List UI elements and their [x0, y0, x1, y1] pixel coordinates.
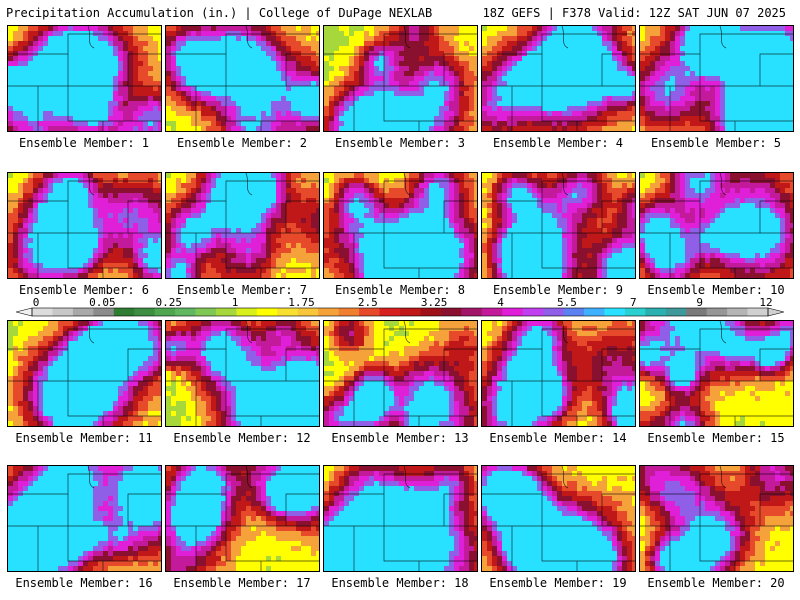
colorbar-swatch: [338, 308, 360, 316]
colorbar-swatch: [584, 308, 605, 316]
page-title: Precipitation Accumulation (in.) | Colle…: [6, 6, 433, 20]
ensemble-member-label: Ensemble Member: 17: [173, 576, 311, 590]
ensemble-member-label: Ensemble Member: 20: [647, 576, 785, 590]
colorbar-swatch: [522, 308, 544, 316]
run-info: 18Z GEFS | F378 Valid: 12Z SAT JUN 07 20…: [482, 6, 786, 20]
colorbar-tick-label: 1.75: [288, 296, 315, 309]
ensemble-member-label: Ensemble Member: 6: [18, 283, 150, 297]
colorbar-swatch: [461, 308, 483, 316]
colorbar-swatch: [400, 308, 421, 316]
ensemble-map-panel: [323, 172, 478, 279]
ensemble-member-label: Ensemble Member: 1: [18, 136, 150, 150]
colorbar-swatch: [502, 308, 524, 316]
ensemble-map-panel: [639, 172, 794, 279]
colorbar-swatch: [747, 308, 769, 316]
colorbar-tick-label: 3.25: [421, 296, 448, 309]
ensemble-map-panel: [165, 465, 320, 572]
colorbar-swatch: [543, 308, 565, 316]
colorbar-swatch: [277, 308, 299, 316]
colorbar-swatch: [72, 308, 94, 316]
colorbar-swatch: [256, 308, 278, 316]
ensemble-member-label: Ensemble Member: 2: [176, 136, 308, 150]
colorbar-left-arrow: [15, 307, 33, 317]
colorbar-swatch: [379, 308, 401, 316]
colorbar-tick-label: 0: [33, 296, 40, 309]
colorbar-swatch: [420, 308, 442, 316]
colorbar-swatch: [134, 308, 156, 316]
ensemble-map-panel: [165, 172, 320, 279]
ensemble-map-panel: [481, 172, 636, 279]
ensemble-member-label: Ensemble Member: 5: [650, 136, 782, 150]
colorbar-swatch: [706, 308, 728, 316]
colorbar-swatch: [236, 308, 258, 316]
colorbar-swatch: [32, 308, 53, 316]
colorbar-swatch: [93, 308, 115, 316]
ensemble-member-label: Ensemble Member: 18: [331, 576, 469, 590]
ensemble-map-panel: [7, 25, 162, 132]
colorbar-right-arrow: [767, 307, 785, 317]
colorbar-swatch: [440, 308, 462, 316]
colorbar-swatch: [195, 308, 217, 316]
ensemble-member-label: Ensemble Member: 10: [647, 283, 785, 297]
colorbar-swatch: [686, 308, 708, 316]
colorbar-swatch: [727, 308, 749, 316]
ensemble-member-label: Ensemble Member: 15: [647, 431, 785, 445]
colorbar-tick-label: 4: [497, 296, 504, 309]
colorbar-swatch: [52, 308, 74, 316]
ensemble-map-panel: [165, 320, 320, 427]
ensemble-member-label: Ensemble Member: 4: [492, 136, 624, 150]
colorbar-tick-label: 12: [759, 296, 772, 309]
ensemble-map-panel: [323, 465, 478, 572]
ensemble-map-panel: [481, 320, 636, 427]
ensemble-map-panel: [481, 465, 636, 572]
colorbar-tick-label: 5.5: [557, 296, 577, 309]
colorbar-swatch: [624, 308, 646, 316]
colorbar-swatch: [604, 308, 626, 316]
ensemble-map-panel: [165, 25, 320, 132]
ensemble-member-label: Ensemble Member: 8: [334, 283, 466, 297]
colorbar-swatch: [665, 308, 687, 316]
colorbar-tick-label: 9: [696, 296, 703, 309]
colorbar-tick-label: 7: [630, 296, 637, 309]
ensemble-member-label: Ensemble Member: 11: [15, 431, 153, 445]
ensemble-member-label: Ensemble Member: 16: [15, 576, 153, 590]
ensemble-map-panel: [481, 25, 636, 132]
colorbar-tick-label: 0.25: [155, 296, 182, 309]
ensemble-map-panel: [639, 25, 794, 132]
colorbar-swatch: [359, 308, 381, 316]
ensemble-map-panel: [639, 320, 794, 427]
ensemble-member-label: Ensemble Member: 12: [173, 431, 311, 445]
ensemble-map-panel: [7, 172, 162, 279]
colorbar-swatch: [563, 308, 585, 316]
ensemble-map-panel: [7, 320, 162, 427]
ensemble-member-label: Ensemble Member: 7: [176, 283, 308, 297]
ensemble-map-panel: [323, 320, 478, 427]
colorbar-swatch: [154, 308, 176, 316]
header: Precipitation Accumulation (in.) | Colle…: [0, 0, 800, 24]
colorbar-swatch: [481, 308, 503, 316]
ensemble-member-label: Ensemble Member: 14: [489, 431, 627, 445]
ensemble-member-label: Ensemble Member: 3: [334, 136, 466, 150]
colorbar-tick-label: 1: [232, 296, 239, 309]
ensemble-map-panel: [639, 465, 794, 572]
colorbar-swatch: [318, 308, 340, 316]
colorbar-swatch: [216, 308, 237, 316]
ensemble-member-label: Ensemble Member: 19: [489, 576, 627, 590]
colorbar-legend: 0 0.05 0.25 1 1.75 2.5 3.25 4 5.5 7 9 12: [15, 296, 785, 317]
colorbar-swatch: [175, 308, 197, 316]
colorbar-swatch: [297, 308, 319, 316]
ensemble-map-panel: [323, 25, 478, 132]
colorbar-tick-label: 0.05: [89, 296, 116, 309]
ensemble-member-label: Ensemble Member: 13: [331, 431, 469, 445]
colorbar-swatch: [645, 308, 667, 316]
colorbar-tick-label: 2.5: [358, 296, 378, 309]
colorbar-swatch: [113, 308, 135, 316]
ensemble-map-panel: [7, 465, 162, 572]
ensemble-member-label: Ensemble Member: 9: [492, 283, 624, 297]
